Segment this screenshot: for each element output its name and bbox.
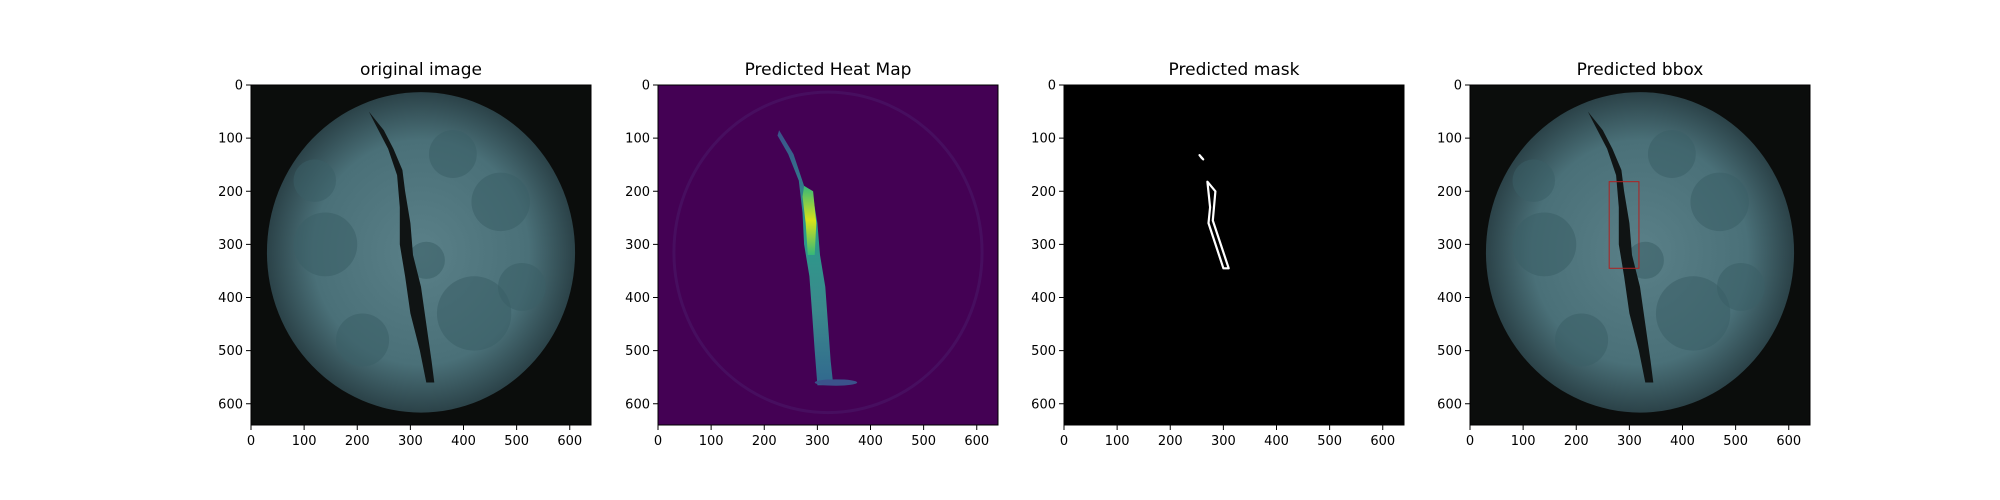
- y-tick-label: 400: [625, 291, 650, 306]
- panel-3: Predicted mask 0 100 200 300 400 500 600 0 100 200…: [1031, 60, 1405, 449]
- y-tick-label: 500: [1031, 344, 1056, 359]
- y-tick-label: 0: [235, 79, 243, 94]
- y-tick-label: 100: [1437, 132, 1462, 147]
- panel-image: [251, 85, 591, 425]
- axes-frame: [1063, 84, 1405, 426]
- crack: [1587, 111, 1654, 383]
- y-tick-label: 600: [625, 397, 650, 412]
- y-tick-label: 0: [642, 79, 650, 94]
- y-tick-label: 600: [1437, 397, 1462, 412]
- y-tick-label: 300: [218, 238, 243, 253]
- x-tick-label: 0: [1060, 434, 1068, 449]
- predicted-bbox: [1608, 181, 1640, 269]
- x-tick-label: 300: [1617, 434, 1642, 449]
- panel-image: [1064, 85, 1404, 425]
- panel-image: [658, 85, 998, 425]
- x-tick-label: 300: [1211, 434, 1236, 449]
- panel-4: Predicted bbox 0 100 200 300 400 500 600 0 100 200…: [1437, 60, 1811, 449]
- y-tick-label: 200: [1031, 185, 1056, 200]
- y-tick-label: 500: [1437, 344, 1462, 359]
- axes-frame: [250, 84, 592, 426]
- axes-frame: [1469, 84, 1811, 426]
- y-tick-label: 300: [1031, 238, 1056, 253]
- y-tick-label: 100: [1031, 132, 1056, 147]
- heatmap-hotspot: [802, 185, 817, 255]
- texture-patch: [1512, 212, 1577, 277]
- y-tick-label: 400: [218, 291, 243, 306]
- panel-title: original image: [360, 60, 482, 80]
- texture-patch: [1555, 313, 1609, 367]
- mask-outline-1: [1198, 154, 1205, 161]
- x-tick-label: 600: [557, 434, 582, 449]
- heatmap-faint-ring: [672, 90, 984, 415]
- y-tick-label: 500: [218, 344, 243, 359]
- y-tick-label: 200: [1437, 185, 1462, 200]
- mask-outline-2: [1206, 180, 1230, 270]
- texture-patch: [293, 212, 358, 277]
- x-tick-label: 300: [398, 434, 423, 449]
- x-tick-label: 400: [451, 434, 476, 449]
- x-tick-label: 0: [1466, 434, 1474, 449]
- x-tick-label: 600: [1776, 434, 1801, 449]
- x-tick-label: 500: [1317, 434, 1342, 449]
- x-tick-label: 400: [1670, 434, 1695, 449]
- texture-patch: [428, 130, 477, 178]
- panel-image: [1470, 85, 1810, 425]
- y-tick-label: 600: [218, 397, 243, 412]
- texture-patch: [1655, 276, 1731, 351]
- panel-title: Predicted bbox: [1577, 60, 1704, 80]
- y-tick-label: 500: [625, 344, 650, 359]
- x-tick-label: 100: [292, 434, 317, 449]
- texture-patch: [1717, 262, 1765, 311]
- panel-1: original image 0 100 200 300 400 500 600 0 100 200…: [218, 60, 592, 449]
- texture-patch: [293, 159, 336, 202]
- x-tick-label: 100: [1105, 434, 1130, 449]
- x-tick-label: 600: [964, 434, 989, 449]
- texture-patch: [1690, 172, 1749, 232]
- x-tick-label: 100: [699, 434, 724, 449]
- y-tick-label: 0: [1048, 79, 1056, 94]
- x-tick-label: 200: [1564, 434, 1589, 449]
- heatmap-crack-activation: [777, 130, 834, 386]
- texture-patch: [471, 172, 530, 232]
- panel-title: Predicted Heat Map: [745, 60, 912, 80]
- y-tick-label: 400: [1437, 291, 1462, 306]
- x-tick-label: 0: [654, 434, 662, 449]
- heatmap-bottom-blob: [814, 379, 858, 386]
- y-tick-label: 200: [218, 185, 243, 200]
- x-tick-label: 200: [345, 434, 370, 449]
- panel-2: Predicted Heat Map 0 100 200 300 400 500 600 0 10…: [625, 60, 999, 449]
- crack: [368, 111, 435, 383]
- mask-background: [1064, 85, 1404, 425]
- x-tick-label: 400: [1264, 434, 1289, 449]
- y-tick-label: 200: [625, 185, 650, 200]
- y-tick-label: 100: [218, 132, 243, 147]
- texture-patch: [407, 241, 445, 279]
- x-tick-label: 100: [1511, 434, 1536, 449]
- texture-patch: [436, 276, 512, 351]
- texture-patch: [1512, 159, 1555, 202]
- texture-patch: [1626, 241, 1664, 279]
- texture-patch: [498, 262, 546, 311]
- x-tick-label: 600: [1370, 434, 1395, 449]
- x-tick-label: 400: [858, 434, 883, 449]
- x-tick-label: 500: [1723, 434, 1748, 449]
- axes-frame: [657, 84, 999, 426]
- y-tick-label: 400: [1031, 291, 1056, 306]
- x-tick-label: 300: [805, 434, 830, 449]
- y-tick-label: 100: [625, 132, 650, 147]
- y-tick-label: 300: [1437, 238, 1462, 253]
- x-tick-label: 0: [247, 434, 255, 449]
- y-tick-label: 300: [625, 238, 650, 253]
- panel-title: Predicted mask: [1169, 60, 1300, 80]
- texture-patch: [1647, 130, 1696, 178]
- x-tick-label: 500: [504, 434, 529, 449]
- x-tick-label: 500: [911, 434, 936, 449]
- x-tick-label: 200: [1158, 434, 1183, 449]
- y-tick-label: 0: [1454, 79, 1462, 94]
- x-tick-label: 200: [752, 434, 777, 449]
- texture-patch: [336, 313, 390, 367]
- y-tick-label: 600: [1031, 397, 1056, 412]
